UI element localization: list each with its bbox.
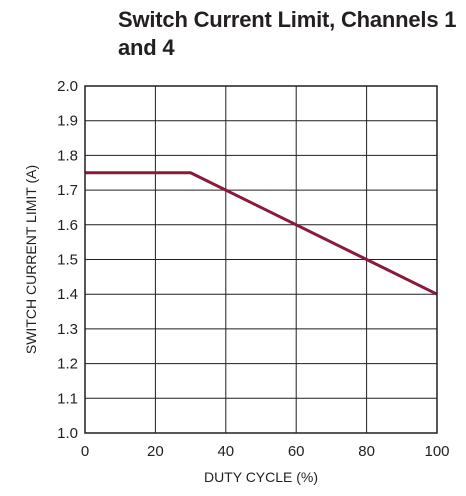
y-tick-label: 1.6 [57,217,78,234]
y-tick-label: 1.5 [57,252,78,269]
y-tick-labels: 1.0 1.1 1.2 1.3 1.4 1.5 1.6 1.7 1.8 1.9 2.0 [57,78,78,442]
x-tick-label: 20 [147,443,164,460]
grid [84,85,438,434]
x-tick-label: 60 [288,443,305,460]
series-line [85,171,438,296]
y-tick-label: 1.7 [57,182,78,199]
x-tick-label: 80 [358,443,375,460]
series-group [85,171,438,296]
plot-frame [84,85,438,434]
y-tick-label: 1.3 [57,321,78,338]
y-tick-label: 1.9 [57,113,78,130]
x-axis-label: DUTY CYCLE (%) [204,469,318,485]
y-axis-label: SWITCH CURRENT LIMIT (A) [23,165,39,354]
x-tick-label: 40 [217,443,234,460]
y-tick-label: 1.1 [57,390,78,407]
y-tick-label: 1.8 [57,147,78,164]
y-tick-label: 2.0 [57,78,78,95]
y-tick-label: 1.0 [57,425,78,442]
x-tick-labels: 0 20 40 60 80 100 [81,443,450,460]
x-tick-label: 100 [424,443,449,460]
x-tick-label: 0 [81,443,89,460]
y-tick-label: 1.2 [57,356,78,373]
chart-title: Switch Current Limit, Channels 1 and 4 [118,7,457,60]
y-tick-label: 1.4 [57,286,78,303]
